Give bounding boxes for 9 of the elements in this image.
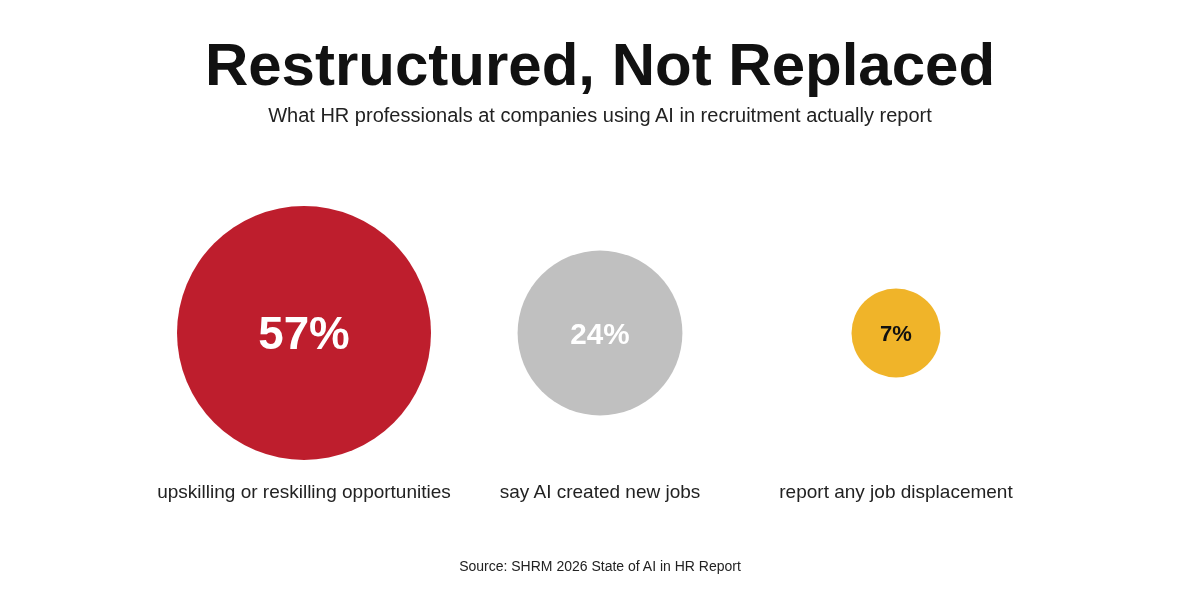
data-label: 24% [570,316,630,350]
category-label: upskilling or reskilling opportunities [157,481,451,502]
category-label: report any job displacement [779,481,1014,502]
text: What HR professionals at companies using AI in recruitment actually report [268,104,932,126]
category-label: say AI created new jobs [499,481,701,502]
data-label: 7% [880,320,912,346]
source-note: Source: SHRM 2026 State of AI in HR Report [459,558,741,574]
text: Restructured, Not Replaced [204,31,996,98]
data-label: 57% [258,307,350,359]
